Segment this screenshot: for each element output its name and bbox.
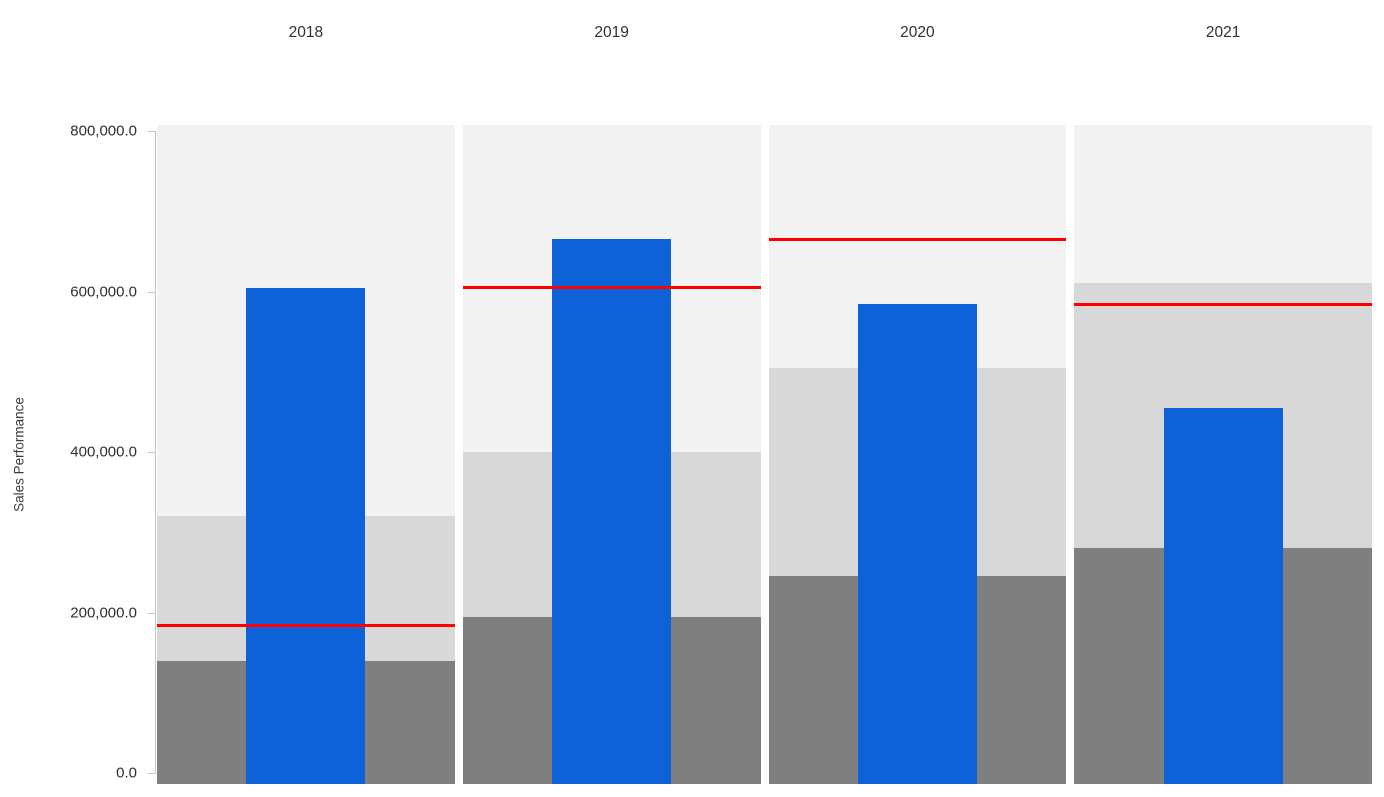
category-label-2019: 2019	[594, 24, 629, 41]
category-label-2021: 2021	[1205, 24, 1241, 41]
target-line-2018	[157, 623, 455, 627]
y-axis-tick-label: 600,000.0	[70, 283, 137, 300]
y-axis-tick-label: 800,000.0	[70, 122, 137, 140]
y-axis-tick-mark	[148, 291, 155, 293]
category-header-row: 2018 2019 2020 2021	[157, 18, 1372, 48]
y-axis-tick-mark	[148, 773, 155, 774]
panel-2018	[157, 125, 455, 784]
actual-bar-2019[interactable]	[552, 239, 672, 784]
category-label-2020: 2020	[900, 24, 935, 41]
y-axis-tick-label: 0.0	[116, 764, 137, 782]
panel-2020	[768, 125, 1067, 784]
target-line-2021	[1074, 302, 1372, 306]
category-label-2018: 2018	[288, 24, 324, 41]
target-line-2019	[462, 286, 761, 290]
y-axis-tick-mark	[148, 131, 155, 132]
actual-bar-2021[interactable]	[1163, 407, 1283, 784]
panel-2019	[462, 125, 761, 784]
y-axis-tick-label: 400,000.0	[70, 443, 137, 461]
panel-2021	[1074, 125, 1372, 784]
actual-bar-2020[interactable]	[857, 303, 977, 784]
y-axis-tick-label: 200,000.0	[70, 604, 137, 621]
actual-bar-2018[interactable]	[246, 287, 366, 784]
y-axis-tick-mark	[148, 612, 155, 614]
target-line-2020	[768, 238, 1067, 242]
y-axis-line	[155, 131, 156, 774]
y-axis: 0.0 200,000.0 400,000.0 600,000.0 800,000.0	[0, 122, 157, 784]
y-axis-tick-mark	[148, 452, 155, 453]
plot-area	[157, 125, 1372, 784]
